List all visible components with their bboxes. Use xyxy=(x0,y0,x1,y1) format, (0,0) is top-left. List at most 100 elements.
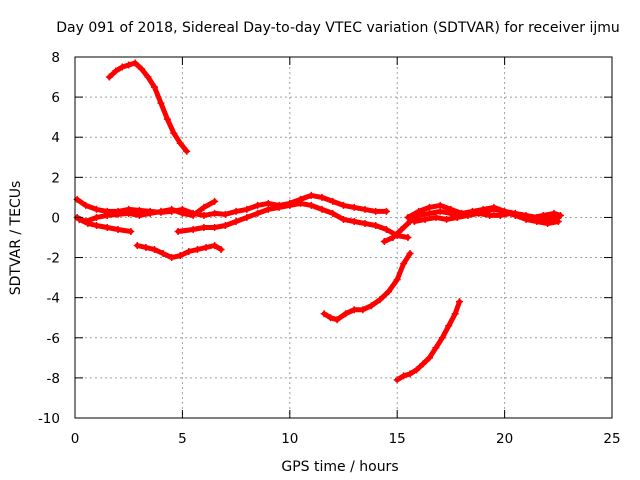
data-point xyxy=(329,209,337,217)
data-point xyxy=(455,298,463,306)
axis-ticks: 0 5 10 15 20 25 -10 -8 -6 -4 -2 0 2 4 6 8 xyxy=(38,50,621,447)
data-point xyxy=(464,211,472,219)
data-point xyxy=(507,209,515,217)
series-arc-dip xyxy=(133,242,225,262)
data-point xyxy=(138,65,146,73)
x-tick-label: 10 xyxy=(281,431,298,447)
data-point xyxy=(554,217,562,225)
data-point xyxy=(264,199,272,207)
data-point xyxy=(92,205,100,213)
y-tick-label: 4 xyxy=(51,130,60,146)
data-point xyxy=(168,254,176,262)
x-tick-label: 25 xyxy=(603,431,620,447)
series-arc-rise-mid xyxy=(320,250,414,324)
data-point xyxy=(436,207,444,215)
data-point xyxy=(211,242,219,250)
x-tick-label: 15 xyxy=(389,431,406,447)
data-point xyxy=(382,225,390,233)
data-point xyxy=(389,234,397,241)
data-point xyxy=(193,246,201,254)
data-point xyxy=(176,139,184,147)
data-point xyxy=(550,209,558,217)
data-point xyxy=(232,207,240,215)
data-point xyxy=(496,211,504,219)
data-point xyxy=(254,209,262,217)
data-point xyxy=(432,213,440,221)
data-point xyxy=(131,59,139,67)
data-point xyxy=(264,205,272,213)
plot-frame xyxy=(74,56,613,419)
data-point xyxy=(350,217,358,225)
data-point xyxy=(92,213,100,221)
data-point xyxy=(340,201,347,209)
data-point xyxy=(114,225,122,233)
data-point xyxy=(475,209,483,217)
data-point xyxy=(318,193,326,201)
x-axis-label: GPS time / hours xyxy=(281,459,398,475)
y-tick-label: -6 xyxy=(47,331,60,347)
data-point xyxy=(174,227,182,235)
data-point xyxy=(135,211,143,219)
data-point xyxy=(112,67,120,75)
data-point xyxy=(286,201,294,209)
series-arc-late-c xyxy=(410,209,564,225)
data-point xyxy=(105,73,113,81)
data-point xyxy=(200,211,208,219)
x-tick-label: 0 xyxy=(71,431,80,447)
data-point xyxy=(415,207,423,215)
y-tick-label: 6 xyxy=(51,90,60,106)
data-point xyxy=(103,211,111,219)
x-tick-label: 5 xyxy=(178,431,187,447)
data-point xyxy=(211,197,219,205)
data-point xyxy=(189,211,197,219)
y-axis-label: SDTVAR / TECUs xyxy=(8,181,24,296)
data-point xyxy=(400,260,408,268)
data-point xyxy=(361,205,369,213)
data-point xyxy=(425,203,433,211)
data-point xyxy=(144,73,152,81)
data-point xyxy=(243,205,251,213)
y-tick-label: -4 xyxy=(47,291,60,307)
data-point xyxy=(82,201,90,209)
data-point xyxy=(556,211,564,219)
data-point xyxy=(529,213,537,221)
y-tick-label: -8 xyxy=(47,371,60,387)
data-point xyxy=(157,207,165,215)
data-point xyxy=(372,221,380,229)
data-point xyxy=(307,191,315,199)
data-point xyxy=(333,316,341,324)
data-point xyxy=(320,310,328,318)
data-point xyxy=(490,203,498,211)
data-point xyxy=(342,310,350,318)
data-point xyxy=(133,242,141,250)
data-point xyxy=(404,234,412,241)
data-point xyxy=(421,215,429,223)
grid xyxy=(75,57,612,418)
data-point xyxy=(397,225,405,233)
series-arc-main-d xyxy=(174,199,412,241)
data-point xyxy=(350,306,358,314)
data-point xyxy=(432,344,440,352)
data-point xyxy=(350,203,358,211)
data-point xyxy=(385,288,393,296)
data-point xyxy=(211,209,219,217)
data-point xyxy=(340,215,347,223)
data-point xyxy=(221,221,229,229)
data-point xyxy=(327,314,335,322)
data-point xyxy=(200,223,208,231)
data-point xyxy=(406,370,414,378)
data-point xyxy=(361,219,369,227)
y-tick-label: -2 xyxy=(47,251,60,267)
data-point xyxy=(183,147,191,155)
y-tick-label: 0 xyxy=(51,210,60,226)
series-layer xyxy=(73,59,564,384)
data-point xyxy=(425,354,433,362)
data-point xyxy=(436,201,444,209)
data-point xyxy=(447,205,455,213)
data-point xyxy=(200,203,208,211)
data-point xyxy=(125,61,133,69)
data-point xyxy=(146,209,154,217)
series-arc-upper-left xyxy=(105,59,191,155)
data-point xyxy=(518,211,526,219)
